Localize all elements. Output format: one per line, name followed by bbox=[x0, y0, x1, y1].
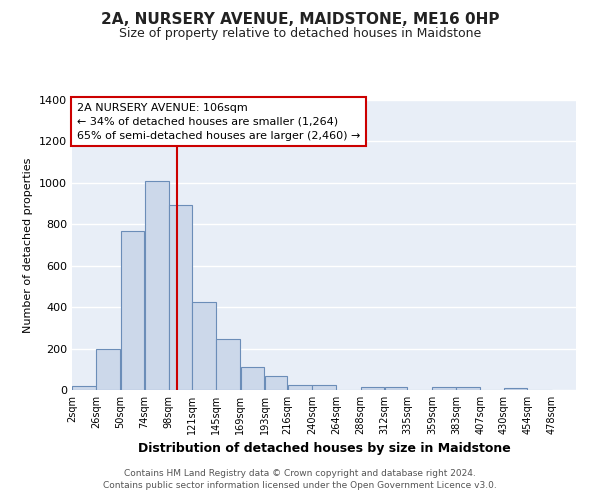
Bar bbox=[121, 230, 145, 390]
Bar bbox=[288, 385, 311, 390]
Bar bbox=[265, 376, 287, 390]
Bar bbox=[145, 181, 169, 390]
Text: 2A, NURSERY AVENUE, MAIDSTONE, ME16 0HP: 2A, NURSERY AVENUE, MAIDSTONE, ME16 0HP bbox=[101, 12, 499, 28]
Text: Size of property relative to detached houses in Maidstone: Size of property relative to detached ho… bbox=[119, 28, 481, 40]
Bar bbox=[241, 367, 264, 390]
Bar bbox=[217, 339, 240, 390]
Bar bbox=[503, 388, 527, 390]
Bar bbox=[457, 387, 480, 390]
Bar bbox=[72, 386, 96, 390]
Bar bbox=[385, 387, 407, 390]
Y-axis label: Number of detached properties: Number of detached properties bbox=[23, 158, 34, 332]
Bar bbox=[192, 302, 216, 390]
Bar bbox=[432, 387, 456, 390]
Bar bbox=[97, 348, 120, 390]
Text: 2A NURSERY AVENUE: 106sqm
← 34% of detached houses are smaller (1,264)
65% of se: 2A NURSERY AVENUE: 106sqm ← 34% of detac… bbox=[77, 103, 361, 141]
Bar bbox=[312, 385, 336, 390]
Bar bbox=[169, 204, 192, 390]
Bar bbox=[361, 387, 384, 390]
X-axis label: Distribution of detached houses by size in Maidstone: Distribution of detached houses by size … bbox=[137, 442, 511, 456]
Text: Contains HM Land Registry data © Crown copyright and database right 2024.
Contai: Contains HM Land Registry data © Crown c… bbox=[103, 469, 497, 490]
